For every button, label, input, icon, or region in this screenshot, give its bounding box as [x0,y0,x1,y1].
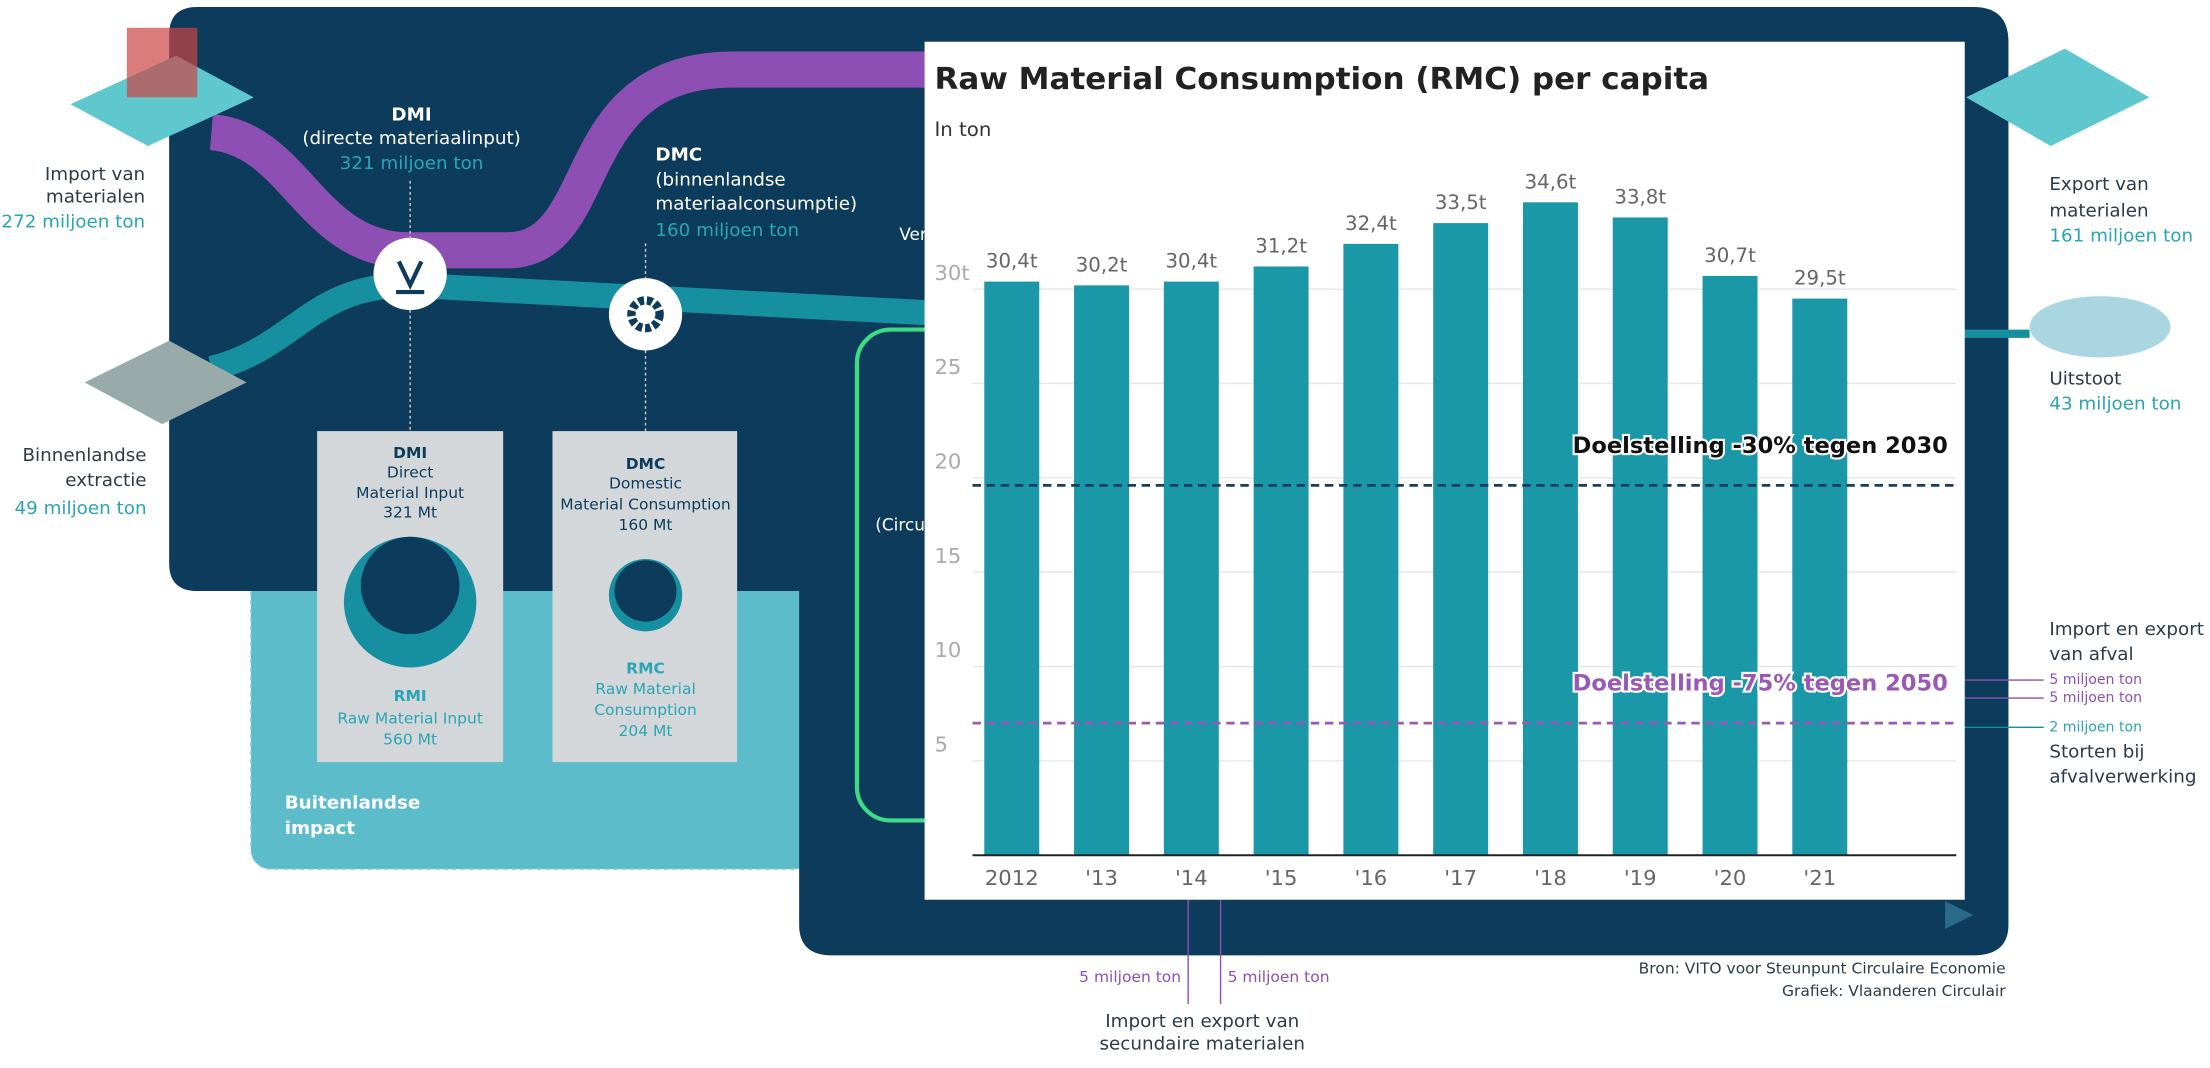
y-tick-label: 15 [934,544,961,568]
infographic-label: 5 miljoen ton [2049,672,2142,688]
reference-label: Doelstelling -30% tegen 2030 [1573,433,1948,459]
y-tick-label: 20 [934,450,961,474]
infographic-label: DMI [393,444,427,462]
chart-title: Raw Material Consumption (RMC) per capit… [934,61,1709,97]
value-label: 30,7t [1704,244,1756,267]
infographic-label: Buitenlandse [285,793,421,814]
infographic-label: extractie [65,470,146,491]
dmc-circle [615,560,677,621]
infographic-label: RMI [394,687,427,705]
x-tick-label: '19 [1624,866,1657,890]
value-label: 30,4t [1166,250,1218,273]
x-tick-label: '18 [1534,866,1567,890]
dmi-icon [374,238,447,310]
infographic-label: (Circu [875,515,925,535]
x-tick-label: '17 [1444,866,1477,890]
dmc-icon [609,278,682,350]
infographic-label: Domestic [609,475,682,493]
infographic-label: Material Input [356,484,464,502]
infographic-label: Import van [45,164,145,185]
x-tick-label: '14 [1175,866,1208,890]
infographic-label: Uitstoot [2049,369,2121,390]
infographic-label: materialen [46,187,145,208]
y-tick-label: 10 [934,638,961,662]
cloud-icon [2030,296,2171,357]
screenshot: Import vanmaterialen272 miljoen tonDMI(d… [0,0,2210,1068]
x-tick-label: '20 [1714,866,1747,890]
body: Import vanmaterialen272 miljoen tonDMI(d… [0,0,2210,1068]
infographic-label: 43 miljoen ton [2049,394,2181,415]
value-label: 33,5t [1435,191,1487,214]
bar [984,282,1039,856]
infographic-label: Raw Material [595,680,695,698]
dmi-circle [361,537,460,634]
infographic-label: 161 miljoen ton [2049,225,2193,246]
infographic-label: van afval [2049,644,2133,665]
bar [1433,223,1488,855]
infographic-label: Consumption [594,701,697,719]
x-tick-label: '21 [1803,866,1836,890]
infographic-label: Import en export van [1105,1011,1299,1032]
bar [1343,244,1398,855]
infographic-label: DMI [391,104,431,125]
infographic-label: Import en export [2049,619,2204,640]
infographic-label: Material Consumption [560,495,730,513]
infographic-label: 321 miljoen ton [340,153,484,174]
y-tick-label: 5 [934,733,947,757]
port-cranes [127,28,197,98]
infographic-label: Ver [899,224,927,244]
x-tick-label: 2012 [985,866,1039,890]
infographic-label: 204 Mt [619,722,673,740]
value-label: 34,6t [1525,170,1577,193]
infographic-label: Raw Material Input [337,710,483,728]
infographic-label: 5 miljoen ton [2049,690,2142,706]
value-label: 29,5t [1794,267,1846,290]
infographic-label: Storten bij [2049,741,2144,762]
page: RMC per capita {"chart_data": {"type": "… [0,0,2210,1068]
value-label: 30,4t [986,250,1038,273]
infographic-label: Direct [387,463,433,481]
infographic-label: materiaalconsumptie) [655,193,857,214]
chart-subtitle: In ton [934,118,991,141]
y-tick-label: 30t [934,261,969,285]
x-tick-label: '13 [1085,866,1118,890]
infographic-label: 2 miljoen ton [2049,719,2142,735]
bar [1074,285,1129,855]
infographic-label: 160 miljoen ton [655,220,799,241]
infographic-label: DMC [626,455,666,473]
bar [1164,282,1219,856]
bar [1792,299,1847,856]
infographic-label: 272 miljoen ton [1,212,145,233]
infographic-label: impact [285,818,356,839]
bar [1703,276,1758,855]
value-label: 33,8t [1614,186,1666,209]
infographic-label: Bron: VITO voor Steunpunt Circulaire Eco… [1639,960,2006,978]
infographic-label: 560 Mt [383,730,437,748]
infographic-label: DMC [655,145,702,166]
reference-label: Doelstelling -75% tegen 2050 [1573,671,1948,697]
infographic-label: 321 Mt [383,504,437,522]
infographic-label: 5 miljoen ton [1079,968,1181,986]
value-label: 32,4t [1345,212,1397,235]
infographic-label: Grafiek: Vlaanderen Circulair [1782,982,2006,1000]
value-label: 31,2t [1255,235,1307,258]
infographic-label: Export van [2049,174,2148,195]
infographic-label: 49 miljoen ton [14,498,146,519]
bar [1254,266,1309,855]
bar [1523,202,1578,855]
infographic-label: (directe materiaalinput) [302,128,520,149]
bar [1613,217,1668,855]
infographic-label: 5 miljoen ton [1228,968,1330,986]
infographic-label: 160 Mt [619,516,673,534]
infographic-label: Binnenlandse [23,445,147,466]
y-tick-label: 25 [934,355,961,379]
infographic-label: secundaire materialen [1099,1033,1305,1054]
infographic-label: (binnenlandse [655,170,785,191]
infographic-label: RMC [626,659,665,677]
infographic-label: materialen [2049,200,2148,221]
x-tick-label: '16 [1355,866,1388,890]
value-label: 30,2t [1076,253,1128,276]
infographic-label: afvalverwerking [2049,766,2196,787]
x-tick-label: '15 [1265,866,1298,890]
